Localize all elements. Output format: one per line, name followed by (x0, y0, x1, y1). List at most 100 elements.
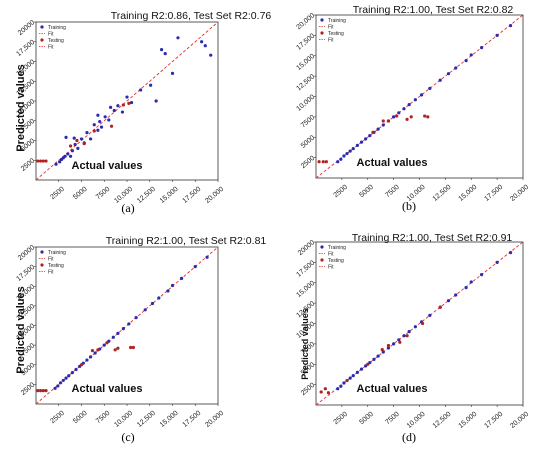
testing-point (75, 138, 79, 143)
legend-label: Fit (48, 31, 54, 37)
training-point (205, 255, 209, 259)
testing-point (386, 343, 391, 348)
chart-title: Training R2:1.00, Test Set R2:0.81 (106, 235, 267, 247)
x-tick-label: 10,000 (113, 410, 134, 429)
training-point (103, 115, 107, 119)
legend-label: Fit (48, 44, 54, 50)
legend-label: Fit (328, 37, 334, 43)
legend-swatch-testing (40, 38, 44, 42)
testing-point (41, 389, 45, 393)
training-point (428, 313, 432, 317)
training-point (180, 276, 184, 280)
legend-label: Testing (328, 258, 344, 264)
training-point (102, 343, 106, 347)
y-tick-label: 2500 (300, 155, 317, 170)
x-tick-label: 20,000 (509, 411, 530, 430)
training-point (386, 346, 391, 350)
chart-title: Training R2:0.86, Test Set R2:0.76 (111, 10, 272, 22)
x-axis-label: Actual values (357, 157, 428, 169)
testing-point (96, 348, 100, 352)
x-tick-label: 5000 (72, 186, 89, 201)
y-tick-label: 15,000 (295, 280, 316, 299)
training-point (121, 327, 125, 331)
training-point (203, 44, 207, 48)
testing-point (82, 142, 86, 146)
training-point (85, 131, 89, 135)
x-tick-label: 5000 (358, 411, 375, 426)
training-point (464, 59, 468, 63)
chart-panel-3: 2500 5000 7500 10,000 12,500 15,000 17,500 20,0… (15, 235, 266, 444)
training-point (54, 162, 58, 166)
training-point (355, 370, 359, 374)
training-point (63, 154, 67, 158)
y-tick-label: 2500 (20, 157, 37, 172)
training-point (96, 113, 100, 117)
training-point (150, 301, 155, 306)
legend-label: Fit (328, 251, 334, 257)
training-point (407, 103, 411, 107)
training-point (139, 88, 143, 92)
chart-title: Training R2:1.00, Test Set R2:0.82 (353, 4, 514, 16)
x-tick-label: 20,000 (204, 186, 225, 205)
training-point (85, 358, 89, 362)
testing-point (38, 389, 43, 393)
y-tick-label: 7500 (300, 114, 317, 129)
x-tick-label: 15,000 (457, 411, 478, 430)
y-axis-label: Predicted values (300, 308, 310, 380)
training-point (134, 316, 138, 320)
training-point (397, 111, 401, 115)
x-tick-label: 17,500 (181, 186, 202, 205)
chart-panel-1: 2500 5000 7500 10,000 12,500 15,000 17,500 20,0… (15, 10, 271, 215)
legend-label: Fit (48, 269, 54, 275)
training-point (200, 40, 204, 44)
testing-point (395, 114, 399, 118)
legend-label: Fit (328, 264, 334, 270)
legend-swatch-testing (40, 263, 44, 267)
testing-point (423, 114, 427, 118)
training-point (79, 137, 84, 141)
training-point (72, 136, 76, 140)
training-point (355, 143, 359, 147)
legend-label: Training (328, 18, 346, 24)
legend-label: Testing (48, 38, 64, 44)
chart-title: Training R2:1.00, Test Set R2:0.91 (352, 232, 513, 244)
testing-point (405, 334, 409, 338)
training-point (428, 86, 432, 90)
legend-swatch-training (320, 245, 324, 249)
legend-label: Fit (328, 24, 334, 30)
testing-point (371, 130, 375, 134)
x-tick-label: 7500 (95, 186, 112, 201)
training-point (170, 71, 175, 75)
y-axis-label: Predicted values (15, 64, 27, 151)
training-point (107, 118, 111, 122)
legend-swatch-testing (320, 31, 324, 35)
training-point (480, 46, 484, 50)
training-point (74, 367, 78, 372)
testing-point (321, 160, 325, 164)
x-tick-label: 5000 (72, 410, 89, 425)
x-axis-label: Actual values (72, 383, 143, 395)
training-point (368, 134, 372, 138)
training-point (351, 147, 355, 151)
training-point (495, 33, 499, 37)
x-tick-label: 2500 (49, 410, 66, 425)
training-point (67, 374, 71, 378)
y-tick-label: 20000 (17, 19, 36, 37)
testing-point (386, 119, 391, 123)
chart-panel-4: 2500 5000 7500 10,000 12,500 15,000 17,500 20,0… (295, 232, 530, 444)
x-tick-label: 20,000 (509, 184, 530, 203)
testing-point (44, 159, 48, 163)
training-point (446, 299, 451, 303)
training-point (157, 296, 161, 300)
training-point (92, 123, 96, 127)
training-point (348, 149, 352, 153)
testing-point (131, 345, 135, 350)
training-point (112, 108, 116, 113)
testing-point (90, 349, 95, 353)
testing-point (426, 115, 430, 119)
training-point (336, 387, 340, 391)
training-point (345, 151, 349, 156)
testing-point (44, 389, 48, 393)
testing-point (405, 117, 409, 121)
training-point (143, 308, 147, 312)
